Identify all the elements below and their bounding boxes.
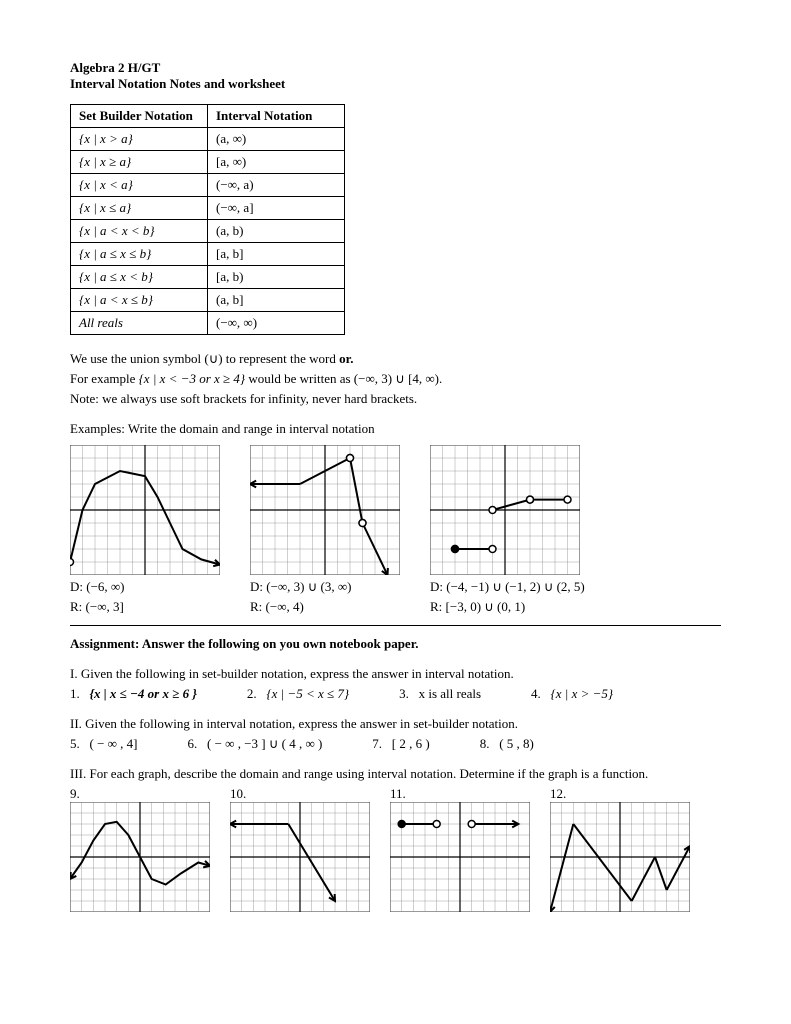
example: D: (−6, ∞) R: (−∞, 3]: [70, 445, 220, 615]
union-symbol: ∪: [209, 351, 219, 366]
q8: ( 5 , 8): [499, 736, 534, 751]
iv-cell: (−∞, a): [208, 174, 345, 197]
section-i: I. Given the following in set-builder no…: [70, 666, 721, 682]
table-row: {x | x ≤ a}(−∞, a]: [71, 197, 345, 220]
assign-graph: 10.: [230, 786, 370, 912]
table-row: {x | a ≤ x < b}[a, b): [71, 266, 345, 289]
sb-cell: {x | a ≤ x ≤ b}: [71, 243, 208, 266]
sb-cell: {x | x > a}: [71, 128, 208, 151]
section-ii: II. Given the following in interval nota…: [70, 716, 721, 732]
union-note: We use the union symbol (∪) to represent…: [70, 351, 721, 367]
q3n: 3.: [399, 686, 409, 701]
assign-graph: 9.: [70, 786, 210, 912]
q1n: 1.: [70, 686, 80, 701]
q7: [ 2 , 6 ): [392, 736, 430, 751]
q8n: 8.: [480, 736, 490, 751]
graph-number: 11.: [390, 786, 530, 802]
header-line1: Algebra 2 H/GT: [70, 60, 721, 76]
q3: x is all reals: [419, 686, 481, 701]
iv-cell: [a, ∞): [208, 151, 345, 174]
examples-row: D: (−6, ∞) R: (−∞, 3] D: (−∞, 3) ∪ (3, ∞) R…: [70, 445, 721, 615]
q-row-2: 5. ( − ∞ , 4] 6. ( − ∞ , −3 ] ∪ ( 4 , ∞ …: [70, 736, 721, 752]
graph: [70, 445, 220, 575]
table-row: {x | a < x < b}(a, b): [71, 220, 345, 243]
sb-cell: {x | x < a}: [71, 174, 208, 197]
ex-iv: (−∞, 3) ∪ [4, ∞): [354, 371, 439, 386]
ex-pre: For example: [70, 371, 139, 386]
graph-number: 12.: [550, 786, 690, 802]
col-setbuilder: Set Builder Notation: [71, 105, 208, 128]
table-row: {x | x > a}(a, ∞): [71, 128, 345, 151]
example: D: (−4, −1) ∪ (−1, 2) ∪ (2, 5) R: [−3, 0)…: [430, 445, 585, 615]
iv-cell: (a, b): [208, 220, 345, 243]
graph-number: 9.: [70, 786, 210, 802]
example-line: For example {x | x < −3 or x ≥ 4} would …: [70, 371, 721, 387]
graph: [390, 802, 530, 912]
range-label: R: [−3, 0) ∪ (0, 1): [430, 599, 585, 615]
table-row: {x | a ≤ x ≤ b}[a, b]: [71, 243, 345, 266]
assign-graph: 11.: [390, 786, 530, 912]
graph-number: 10.: [230, 786, 370, 802]
q1: {x | x ≤ −4 or x ≥ 6 }: [90, 686, 197, 701]
examples-intro: Examples: Write the domain and range in …: [70, 421, 721, 437]
iv-cell: (−∞, ∞): [208, 312, 345, 335]
graph: [550, 802, 690, 912]
sb-cell: All reals: [71, 312, 208, 335]
q2: {x | −5 < x ≤ 7}: [266, 686, 349, 701]
iv-cell: (−∞, a]: [208, 197, 345, 220]
q7n: 7.: [372, 736, 382, 751]
q6: ( − ∞ , −3 ] ∪ ( 4 , ∞ ): [207, 736, 322, 751]
q4: {x | x > −5}: [551, 686, 614, 701]
sb-cell: {x | x ≥ a}: [71, 151, 208, 174]
graph: [250, 445, 400, 575]
domain-label: D: (−∞, 3) ∪ (3, ∞): [250, 579, 400, 595]
ex-end: .: [439, 371, 442, 386]
table-row: {x | a < x ≤ b}(a, b]: [71, 289, 345, 312]
col-interval: Interval Notation: [208, 105, 345, 128]
sb-cell: {x | a < x < b}: [71, 220, 208, 243]
union-post: ) to represent the word: [218, 351, 339, 366]
iv-cell: [a, b): [208, 266, 345, 289]
graph: [430, 445, 580, 575]
domain-label: D: (−4, −1) ∪ (−1, 2) ∪ (2, 5): [430, 579, 585, 595]
assign-graph: 12.: [550, 786, 690, 912]
q4n: 4.: [531, 686, 541, 701]
soft-brackets-note: Note: we always use soft brackets for in…: [70, 391, 721, 407]
table-row: {x | x ≥ a}[a, ∞): [71, 151, 345, 174]
sb-cell: {x | a < x ≤ b}: [71, 289, 208, 312]
ex-set: {x | x < −3 or x ≥ 4}: [139, 371, 246, 386]
sb-cell: {x | x ≤ a}: [71, 197, 208, 220]
domain-label: D: (−6, ∞): [70, 579, 220, 595]
range-label: R: (−∞, 4): [250, 599, 400, 615]
table-row: {x | x < a}(−∞, a): [71, 174, 345, 197]
notation-table: Set Builder Notation Interval Notation {…: [70, 104, 345, 335]
union-pre: We use the union symbol (: [70, 351, 209, 366]
iv-cell: (a, b]: [208, 289, 345, 312]
iv-cell: [a, b]: [208, 243, 345, 266]
section-iii: III. For each graph, describe the domain…: [70, 766, 721, 782]
table-row: All reals(−∞, ∞): [71, 312, 345, 335]
assign-graphs-row: 9. 10. 11. 12.: [70, 786, 721, 912]
graph: [230, 802, 370, 912]
header-line2: Interval Notation Notes and worksheet: [70, 76, 721, 92]
graph: [70, 802, 210, 912]
iv-cell: (a, ∞): [208, 128, 345, 151]
sb-cell: {x | a ≤ x < b}: [71, 266, 208, 289]
q6n: 6.: [188, 736, 198, 751]
ex-mid: would be written as: [245, 371, 354, 386]
range-label: R: (−∞, 3]: [70, 599, 220, 615]
assignment-title: Assignment: Answer the following on you …: [70, 636, 721, 652]
example: D: (−∞, 3) ∪ (3, ∞) R: (−∞, 4): [250, 445, 400, 615]
q5: ( − ∞ , 4]: [90, 736, 138, 751]
union-or: or.: [339, 351, 353, 366]
q2n: 2.: [247, 686, 257, 701]
separator: [70, 625, 721, 626]
q5n: 5.: [70, 736, 80, 751]
q-row-1: 1. {x | x ≤ −4 or x ≥ 6 } 2. {x | −5 < x…: [70, 686, 721, 702]
